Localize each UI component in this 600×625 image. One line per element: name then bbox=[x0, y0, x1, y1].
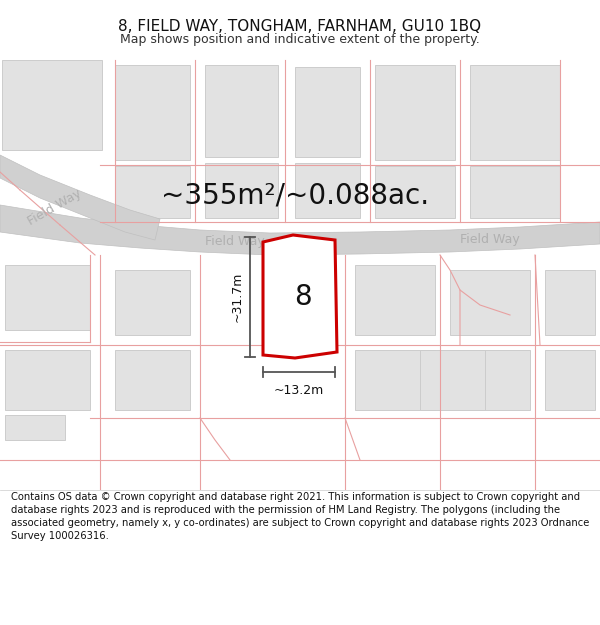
Text: ~13.2m: ~13.2m bbox=[274, 384, 324, 396]
Text: Map shows position and indicative extent of the property.: Map shows position and indicative extent… bbox=[120, 34, 480, 46]
Bar bbox=[545, 270, 595, 335]
Text: Contains OS data © Crown copyright and database right 2021. This information is : Contains OS data © Crown copyright and d… bbox=[11, 492, 589, 541]
Bar bbox=[295, 67, 360, 157]
Bar bbox=[355, 350, 435, 410]
Bar bbox=[470, 65, 560, 160]
Bar bbox=[115, 350, 190, 410]
Text: Field Way: Field Way bbox=[26, 186, 84, 228]
Bar bbox=[450, 270, 530, 335]
Bar bbox=[205, 163, 278, 218]
Bar bbox=[115, 166, 190, 218]
Polygon shape bbox=[0, 155, 160, 240]
Bar bbox=[5, 350, 90, 410]
Bar bbox=[2, 60, 102, 150]
Bar bbox=[470, 166, 560, 218]
Text: Field Way: Field Way bbox=[460, 234, 520, 246]
Text: Field Way: Field Way bbox=[205, 236, 265, 249]
Text: 8, FIELD WAY, TONGHAM, FARNHAM, GU10 1BQ: 8, FIELD WAY, TONGHAM, FARNHAM, GU10 1BQ bbox=[118, 19, 482, 34]
Bar bbox=[545, 350, 595, 410]
Text: ~355m²/~0.088ac.: ~355m²/~0.088ac. bbox=[161, 181, 429, 209]
Polygon shape bbox=[263, 235, 337, 358]
Bar bbox=[205, 65, 278, 157]
Bar bbox=[5, 415, 65, 440]
Polygon shape bbox=[0, 205, 600, 255]
Text: 8: 8 bbox=[294, 283, 311, 311]
Text: ~31.7m: ~31.7m bbox=[230, 272, 244, 322]
Bar bbox=[375, 65, 455, 160]
Bar bbox=[115, 65, 190, 160]
Bar bbox=[268, 260, 328, 315]
Bar bbox=[295, 163, 360, 218]
Bar bbox=[115, 270, 190, 335]
Bar bbox=[5, 265, 90, 330]
Bar bbox=[420, 350, 485, 410]
Bar bbox=[375, 166, 455, 218]
Bar bbox=[450, 350, 530, 410]
Bar bbox=[355, 265, 435, 335]
